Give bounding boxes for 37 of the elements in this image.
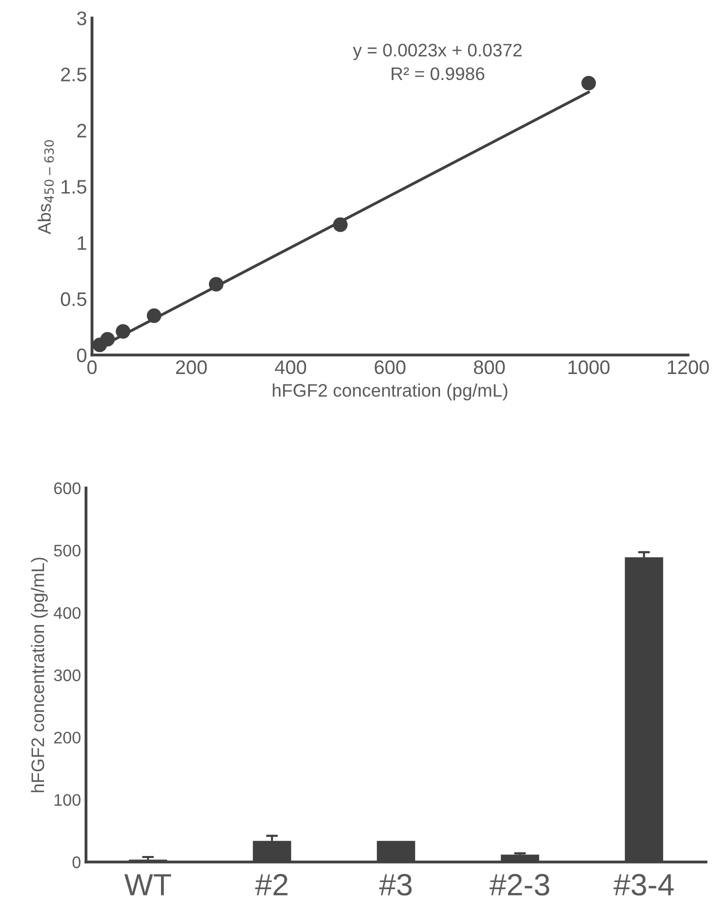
y-tick-label: 0 <box>77 348 86 362</box>
x-tick-label: 1200 <box>668 360 709 374</box>
y-tick-label: 300 <box>54 669 80 682</box>
y-tick-label: 400 <box>54 607 80 619</box>
x-tick-label: 400 <box>274 360 306 374</box>
x-tick-label: 1000 <box>568 360 610 374</box>
annotation: y = 0.0023x + 0.0372 <box>352 44 522 60</box>
x-tick-label: #3-4 <box>614 874 674 896</box>
y-tick-label: 2 <box>77 124 86 138</box>
y-tick-label: 1.5 <box>62 180 86 194</box>
y-tick-label: 500 <box>54 544 80 557</box>
x-axis-title: hFGF2 concentration (pg/mL) <box>272 384 508 400</box>
y-tick-label: 0.5 <box>60 292 86 306</box>
x-tick-label: 800 <box>474 360 505 374</box>
y-tick-label: 100 <box>54 794 80 806</box>
x-tick-label: #2 <box>255 874 288 896</box>
y-tick-label: 200 <box>54 732 80 744</box>
x-tick-label: 200 <box>176 360 207 374</box>
point <box>116 324 130 339</box>
y-tick-label: 600 <box>54 482 80 494</box>
x-tick-label: #2-3 <box>490 874 550 896</box>
x-tick-label: #3 <box>379 874 412 896</box>
x-tick-label: WT <box>124 874 172 896</box>
y-tick-label: 0 <box>72 856 80 868</box>
annotation: R² = 0.9986 <box>392 67 484 80</box>
point <box>581 76 596 90</box>
y-tick-label: 2.5 <box>61 68 86 82</box>
point <box>208 276 224 292</box>
y-axis-title: hFGF2 concentration (pg/mL) <box>30 558 48 792</box>
point <box>100 332 115 347</box>
point <box>333 217 348 232</box>
point <box>146 308 162 323</box>
x-tick-label: 600 <box>374 360 406 374</box>
y-axis-title: Abs$_{450−630}$ <box>38 140 54 234</box>
y-tick-label: 3 <box>77 11 86 26</box>
y-tick-label: 1 <box>78 236 86 250</box>
x-tick-label: 0 <box>87 360 97 374</box>
